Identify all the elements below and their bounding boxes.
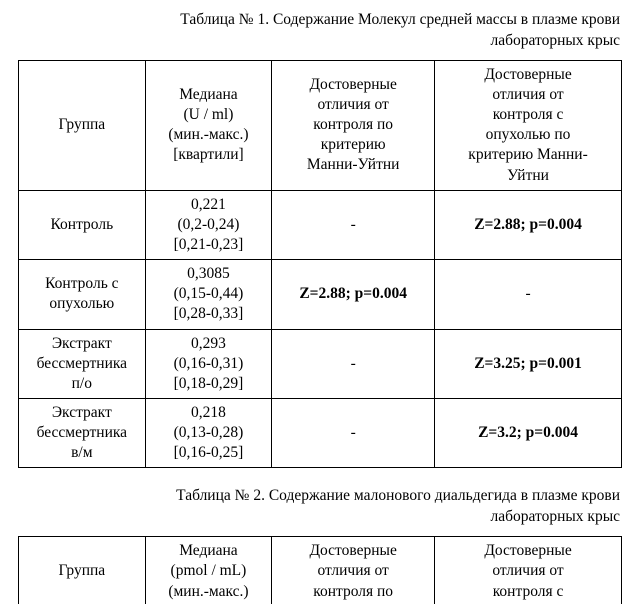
table1-h-median-l4: [квартили] xyxy=(173,146,244,163)
cell-sig1: Z=2.88; p=0.004 xyxy=(272,260,435,329)
table1-h-median-l2: (U / ml) xyxy=(183,106,233,123)
cell-median-l1: 0,221 xyxy=(191,196,226,213)
table1-h-sig2-l2: отличия от xyxy=(492,86,563,103)
table1-h-group-text: Группа xyxy=(58,116,105,133)
table1: Группа Медиана (U / ml) (мин.-макс.) [кв… xyxy=(18,60,622,469)
cell-median-l3: [0,21-0,23] xyxy=(174,236,244,253)
table1-h-sig2: Достоверные отличия от контроля с опухол… xyxy=(435,60,622,190)
table1-h-median: Медиана (U / ml) (мин.-макс.) [квартили] xyxy=(145,60,272,190)
cell-group-l1: Экстракт xyxy=(52,404,112,421)
table1-h-sig1-l2: отличия от xyxy=(317,96,388,113)
table1-header-row: Группа Медиана (U / ml) (мин.-макс.) [кв… xyxy=(19,60,622,190)
table1-caption-line2: лабораторных крыс xyxy=(491,32,620,49)
table2-h-sig2-l1: Достоверные xyxy=(484,542,571,559)
table2-h-median: Медиана (pmol / mL) (мин.-макс.) xyxy=(145,537,272,604)
table-row: Контроль с опухолью 0,3085 (0,15-0,44) [… xyxy=(19,260,622,329)
cell-sig2-text: - xyxy=(525,285,530,302)
cell-group-l3: в/м xyxy=(71,444,92,461)
cell-sig2: Z=2.88; p=0.004 xyxy=(435,190,622,259)
cell-median-l1: 0,293 xyxy=(191,335,226,352)
page: Таблица № 1. Содержание Молекул средней … xyxy=(0,0,640,604)
cell-sig1: - xyxy=(272,398,435,467)
cell-median-l2: (0,15-0,44) xyxy=(174,285,244,302)
cell-sig1: - xyxy=(272,329,435,398)
table2-caption-line2: лабораторных крыс xyxy=(491,508,620,525)
cell-median: 0,218 (0,13-0,28) [0,16-0,25] xyxy=(145,398,272,467)
table1-h-sig2-l5: критерию Манни- xyxy=(468,146,587,163)
table-row: Экстракт бессмертника п/о 0,293 (0,16-0,… xyxy=(19,329,622,398)
table2-h-sig1-l2: отличия от xyxy=(317,562,388,579)
table2-h-sig1: Достоверные отличия от контроля по xyxy=(272,537,435,604)
cell-group-l2: бессмертника xyxy=(37,355,127,372)
cell-group-l2: опухолью xyxy=(49,295,114,312)
cell-group-text: Контроль xyxy=(50,216,113,233)
cell-sig1: - xyxy=(272,190,435,259)
table2: Группа Медиана (pmol / mL) (мин.-макс.) … xyxy=(18,536,622,604)
cell-sig1-text: Z=2.88; p=0.004 xyxy=(299,285,407,302)
table1-h-sig1-l4: критерию xyxy=(321,136,386,153)
cell-median-l2: (0,16-0,31) xyxy=(174,355,244,372)
table1-h-sig1: Достоверные отличия от контроля по крите… xyxy=(272,60,435,190)
table1-h-median-l1: Медиана xyxy=(179,86,238,103)
table2-h-sig2-l3: контроля с xyxy=(493,583,564,600)
cell-sig2: - xyxy=(435,260,622,329)
table1-h-group: Группа xyxy=(19,60,146,190)
cell-median-l1: 0,3085 xyxy=(187,265,230,282)
cell-group-l1: Экстракт xyxy=(52,335,112,352)
table1-h-sig1-l5: Манни-Уйтни xyxy=(307,156,400,173)
cell-group: Контроль xyxy=(19,190,146,259)
cell-group-l2: бессмертника xyxy=(37,424,127,441)
table1-h-sig2-l6: Уйтни xyxy=(507,167,549,184)
cell-median-l3: [0,16-0,25] xyxy=(174,444,244,461)
cell-sig1-text: - xyxy=(351,355,356,372)
cell-median-l2: (0,2-0,24) xyxy=(177,216,239,233)
cell-median: 0,3085 (0,15-0,44) [0,28-0,33] xyxy=(145,260,272,329)
cell-sig2-text: Z=3.25; p=0.001 xyxy=(474,355,582,372)
cell-group: Экстракт бессмертника п/о xyxy=(19,329,146,398)
table2-h-group: Группа xyxy=(19,537,146,604)
cell-sig2-text: Z=3.2; p=0.004 xyxy=(478,424,578,441)
cell-group: Контроль с опухолью xyxy=(19,260,146,329)
spacer xyxy=(18,468,622,486)
cell-group: Экстракт бессмертника в/м xyxy=(19,398,146,467)
table2-h-sig2-l2: отличия от xyxy=(492,562,563,579)
cell-median-l1: 0,218 xyxy=(191,404,226,421)
table2-header-row: Группа Медиана (pmol / mL) (мин.-макс.) … xyxy=(19,537,622,604)
cell-sig1-text: - xyxy=(351,216,356,233)
table1-caption: Таблица № 1. Содержание Молекул средней … xyxy=(18,10,620,52)
table1-caption-line1: Таблица № 1. Содержание Молекул средней … xyxy=(180,11,620,28)
cell-median-l3: [0,18-0,29] xyxy=(174,375,244,392)
cell-median-l3: [0,28-0,33] xyxy=(174,305,244,322)
table-row: Контроль 0,221 (0,2-0,24) [0,21-0,23] - … xyxy=(19,190,622,259)
table-row: Экстракт бессмертника в/м 0,218 (0,13-0,… xyxy=(19,398,622,467)
table2-caption: Таблица № 2. Содержание малонового диаль… xyxy=(18,486,620,528)
cell-sig2: Z=3.2; p=0.004 xyxy=(435,398,622,467)
cell-median: 0,293 (0,16-0,31) [0,18-0,29] xyxy=(145,329,272,398)
table2-h-group-text: Группа xyxy=(58,562,105,579)
table2-h-median-l1: Медиана xyxy=(179,542,238,559)
table1-h-sig2-l1: Достоверные xyxy=(484,66,571,83)
cell-sig2-text: Z=2.88; p=0.004 xyxy=(474,216,582,233)
table2-h-sig1-l1: Достоверные xyxy=(309,542,396,559)
table1-h-median-l3: (мин.-макс.) xyxy=(168,126,248,143)
table1-h-sig2-l4: опухолью по xyxy=(486,126,571,143)
table1-h-sig1-l1: Достоверные xyxy=(309,76,396,93)
cell-median-l2: (0,13-0,28) xyxy=(174,424,244,441)
cell-median: 0,221 (0,2-0,24) [0,21-0,23] xyxy=(145,190,272,259)
table2-caption-line1: Таблица № 2. Содержание малонового диаль… xyxy=(176,487,620,504)
cell-sig2: Z=3.25; p=0.001 xyxy=(435,329,622,398)
table2-h-median-l2: (pmol / mL) xyxy=(171,562,247,579)
cell-sig1-text: - xyxy=(351,424,356,441)
table2-h-sig2: Достоверные отличия от контроля с xyxy=(435,537,622,604)
table1-h-sig1-l3: контроля по xyxy=(313,116,393,133)
table2-h-sig1-l3: контроля по xyxy=(313,583,393,600)
table2-h-median-l3: (мин.-макс.) xyxy=(168,583,248,600)
cell-group-l1: Контроль с xyxy=(45,275,118,292)
table1-h-sig2-l3: контроля с xyxy=(493,106,564,123)
cell-group-l3: п/о xyxy=(72,375,92,392)
